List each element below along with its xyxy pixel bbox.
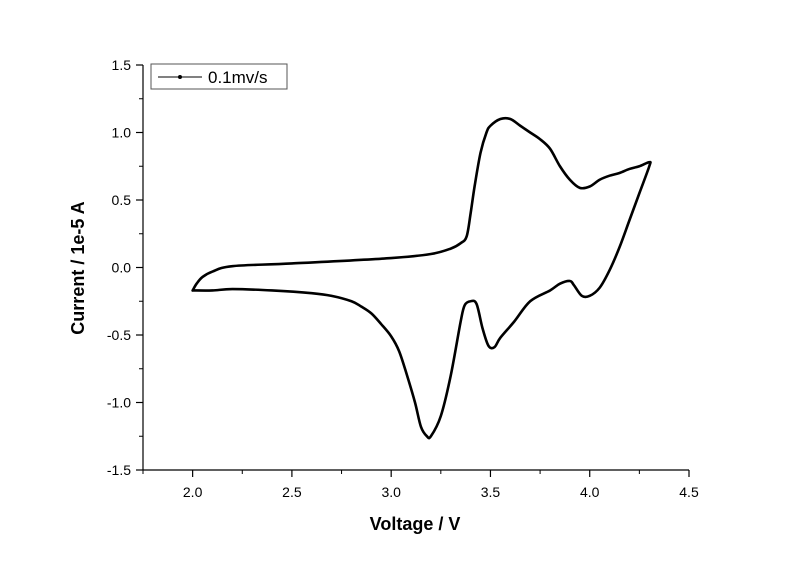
x-tick-label: 2.0 — [183, 484, 203, 500]
x-tick-label: 4.0 — [580, 484, 600, 500]
x-tick-label: 2.5 — [282, 484, 302, 500]
x-axis-ticks: 2.0 2.5 3.0 3.5 4.0 4.5 — [142, 470, 699, 500]
legend-label: 0.1mv/s — [208, 68, 268, 87]
y-axis-title: Current / 1e-5 A — [68, 201, 88, 334]
series-layer — [191, 116, 652, 440]
y-tick-label: -1.0 — [107, 395, 131, 411]
legend: 0.1mv/s — [150, 63, 288, 90]
y-tick-label: 0.5 — [112, 192, 132, 208]
x-tick-label: 3.5 — [481, 484, 501, 500]
y-axis-ticks: 1.5 1.0 0.5 0.0 -0.5 -1.0 -1.5 — [107, 57, 143, 478]
y-tick-label: 1.0 — [112, 125, 132, 141]
y-tick-label: -0.5 — [107, 327, 131, 343]
x-tick-label: 3.0 — [381, 484, 401, 500]
series-line-0 — [191, 116, 652, 440]
x-tick-label: 4.5 — [679, 484, 699, 500]
y-tick-label: -1.5 — [107, 462, 131, 478]
x-axis-title: Voltage / V — [370, 514, 461, 534]
y-tick-label: 1.5 — [112, 57, 132, 73]
y-tick-label: 0.0 — [112, 260, 132, 276]
legend-swatch-marker — [178, 75, 182, 79]
